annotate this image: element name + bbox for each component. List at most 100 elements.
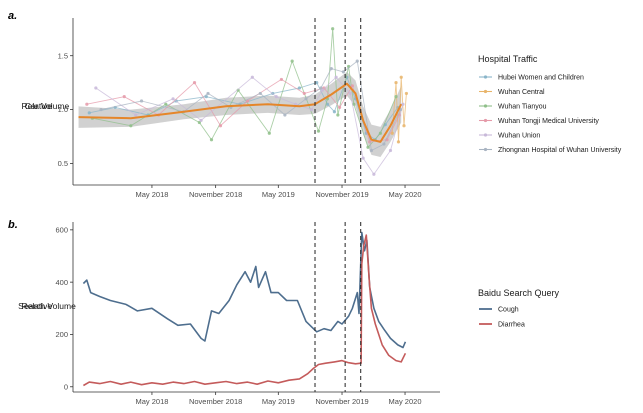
data-point-wuhan-union [309, 107, 314, 112]
data-point-zhongnan-hospital-of-wuhan-university [139, 99, 144, 103]
data-point-wuhan-tianyou [378, 131, 383, 135]
series-line-diarrhea [83, 234, 407, 387]
data-point-wuhan-tianyou [366, 145, 370, 149]
data-point-wuhan-union [372, 172, 376, 176]
panel-b: b. Relative Search Volume 0 200 400 600 May… [8, 219, 440, 406]
panel-a-plot-area [78, 18, 409, 185]
data-point-zhongnan-hospital-of-wuhan-university [341, 70, 346, 74]
data-point-hubei-women-and-children [332, 110, 337, 114]
x-tick-label: May 2019 [262, 190, 295, 199]
data-point-wuhan-union [388, 148, 393, 153]
x-tick-label: November 2018 [189, 190, 242, 199]
y-tick-label: 0 [64, 382, 68, 391]
legend-label-cough: Cough [498, 307, 519, 314]
data-point-zhongnan-hospital-of-wuhan-university [283, 113, 287, 117]
legend-label-wuhan-tianyou: Wuhan Tianyou [498, 104, 547, 111]
data-point-zhongnan-hospital-of-wuhan-university [355, 59, 359, 63]
data-point-wuhan-union [274, 95, 278, 99]
y-tick-label: 0.5 [58, 159, 68, 168]
data-point-wuhan-union [348, 91, 352, 96]
legend-label-wuhan-central: Wuhan Central [498, 89, 545, 96]
legend-baidu-search-query: Baidu Search Query Cough Diarrhea [478, 288, 560, 329]
series-line-cough [82, 231, 407, 349]
data-point-wuhan-tianyou [129, 124, 133, 128]
panel-a-label: a. [8, 10, 17, 22]
data-point-wuhan-tongji-medical-university [218, 124, 223, 128]
data-point-wuhan-tongji-medical-university [192, 81, 197, 85]
legend-a-items: Hubei Women and Children Wuhan Central Wuh… [479, 75, 622, 154]
trend-line [78, 82, 403, 143]
data-point-wuhan-tianyou [164, 102, 168, 106]
x-tick-label: November 2019 [315, 397, 368, 406]
y-tick-label: 200 [55, 330, 68, 339]
legend-key-point-hubei-women-and-children [483, 75, 488, 79]
data-point-wuhan-tianyou [316, 129, 321, 133]
data-point-zhongnan-hospital-of-wuhan-university [369, 148, 374, 153]
data-point-wuhan-union [361, 156, 365, 160]
data-point-wuhan-tianyou [209, 138, 214, 142]
data-point-wuhan-union [94, 86, 98, 90]
legend-label-hubei-women-and-children: Hubei Women and Children [498, 75, 584, 82]
data-point-zhongnan-hospital-of-wuhan-university [382, 142, 386, 146]
legend-b-items: Cough Diarrhea [479, 307, 525, 329]
data-point-wuhan-union [250, 75, 254, 79]
panel-a-x-ticks: May 2018 November 2018 May 2019 November 20… [135, 185, 421, 199]
data-point-wuhan-tongji-medical-university [85, 102, 89, 106]
panel-a-y-ticks: 0.5 1.0 1.5 [58, 51, 73, 168]
legend-a-title: Hospital Traffic [478, 54, 538, 64]
x-tick-label: May 2019 [262, 397, 295, 406]
x-tick-label: May 2020 [389, 397, 422, 406]
data-point-wuhan-tianyou [290, 59, 294, 63]
data-point-wuhan-central [399, 75, 403, 79]
data-point-wuhan-central [390, 131, 394, 135]
data-point-zhongnan-hospital-of-wuhan-university [304, 97, 308, 101]
panel-b-x-ticks: May 2018 November 2018 May 2019 November 20… [135, 392, 421, 406]
x-tick-label: November 2019 [315, 190, 368, 199]
y-tick-label: 600 [55, 225, 68, 234]
panel-a-ylabel: Relative Car Volume [21, 101, 69, 111]
legend-key-point-wuhan-tongji-medical-university [483, 118, 488, 123]
data-point-wuhan-tianyou [394, 95, 398, 99]
legend-label-wuhan-union: Wuhan Union [498, 133, 540, 140]
legend-label-wuhan-tongji-medical-university: Wuhan Tongji Medical University [498, 118, 599, 125]
data-point-zhongnan-hospital-of-wuhan-university [329, 67, 333, 71]
data-point-wuhan-central [404, 91, 409, 96]
data-point-wuhan-tianyou [267, 131, 271, 135]
data-point-wuhan-tianyou [336, 113, 340, 117]
data-point-hubei-women-and-children [87, 111, 91, 115]
series-line-wuhan-tongji-medical-university [86, 78, 400, 143]
data-point-zhongnan-hospital-of-wuhan-university [206, 91, 210, 96]
data-point-wuhan-tongji-medical-university [350, 84, 355, 88]
data-point-wuhan-union [401, 102, 405, 106]
data-point-wuhan-tongji-medical-university [279, 77, 284, 82]
legend-key-point-wuhan-central [483, 89, 488, 94]
legend-label-zhongnan-hospital-of-wuhan-university: Zhongnan Hospital of Wuhan University [498, 147, 622, 154]
panel-b-ylabel: Relative Search Volume [18, 301, 76, 311]
data-point-wuhan-union [171, 97, 175, 101]
legend-b-title: Baidu Search Query [478, 288, 560, 298]
data-point-wuhan-union [134, 113, 138, 117]
y-tick-label: 400 [55, 278, 68, 287]
y-tick-label: 1.5 [58, 51, 68, 60]
data-point-wuhan-tianyou [331, 27, 335, 31]
data-point-wuhan-tongji-medical-university [337, 105, 342, 110]
panel-b-label: b. [8, 219, 18, 231]
x-tick-label: May 2020 [389, 190, 422, 199]
legend-key-point-wuhan-tianyou [483, 104, 488, 108]
panel-a: a. Relative Car Volume 0.5 1.0 1.5 May 201… [8, 10, 440, 199]
data-point-hubei-women-and-children [315, 81, 319, 85]
y-tick-label: 1.0 [58, 105, 68, 114]
panel-b-plot-area [82, 222, 407, 392]
data-point-zhongnan-hospital-of-wuhan-university [319, 86, 323, 90]
panel-b-y-ticks: 0 200 400 600 [55, 225, 73, 391]
data-point-wuhan-central [402, 124, 406, 128]
legend-hospital-traffic: Hospital Traffic Hubei Women and Childre… [478, 54, 622, 154]
data-point-zhongnan-hospital-of-wuhan-university [99, 107, 103, 112]
legend-label-diarrhea: Diarrhea [498, 322, 525, 329]
data-point-hubei-women-and-children [297, 86, 302, 90]
data-point-wuhan-union [199, 118, 203, 122]
data-point-zhongnan-hospital-of-wuhan-university [258, 91, 262, 96]
data-point-wuhan-central [394, 81, 398, 85]
data-point-wuhan-tongji-medical-university [122, 95, 126, 99]
